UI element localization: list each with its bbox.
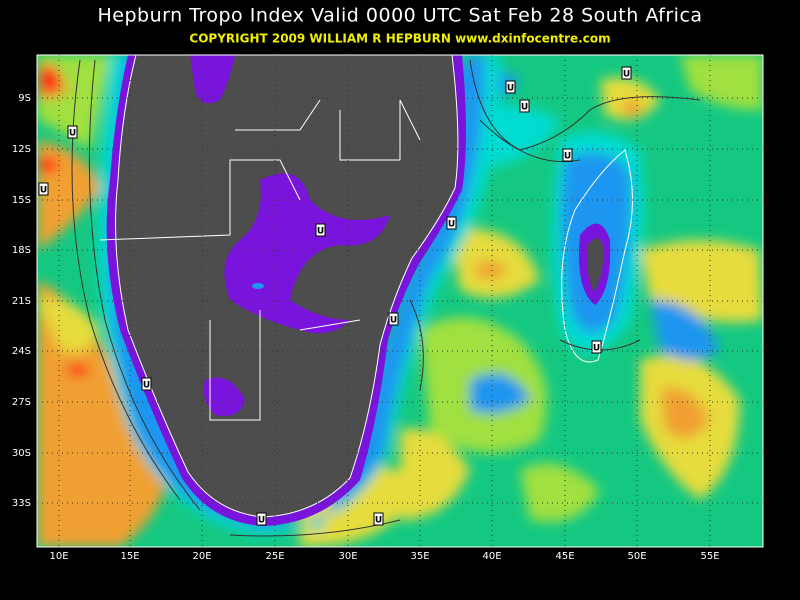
lon-label: 20E [192,551,211,562]
lon-label: 30E [338,551,357,562]
marker-box [562,148,573,162]
marker-box [446,216,457,230]
axes: 9S 12S 15S 18S 21S 24S 27S 30S 33S 10E 15E 20E 25E 30… [12,93,720,562]
marker: U [623,70,630,80]
marker-box [141,377,152,391]
lat-label: 18S [12,245,31,256]
lon-label: 10E [49,551,68,562]
marker: U [448,220,455,230]
map-frame [36,54,764,548]
lon-label: 55E [700,551,719,562]
copyright: COPYRIGHT 2009 WILLIAM R HEPBURN www.dxi… [189,32,610,46]
marker: U [143,381,150,391]
marker: U [258,516,265,526]
marker-box [67,125,78,139]
marker-box [373,512,384,526]
marker: U [317,227,324,237]
marker: U [390,316,397,326]
lat-label: 12S [12,144,31,155]
marker-box [256,512,267,526]
marker-box [591,340,602,354]
lat-label: 21S [12,296,31,307]
marker: U [593,344,600,354]
graticule [37,55,763,547]
title: Hepburn Tropo Index Valid 0000 UTC Sat F… [97,5,702,27]
marker-box [505,80,516,94]
marker-box [519,99,530,113]
marker: U [564,152,571,162]
marker: U [375,516,382,526]
lat-label: 30S [12,448,31,459]
marker: U [507,84,514,94]
lat-label: 15S [12,195,31,206]
marker: U [521,103,528,113]
marker-box [38,182,49,196]
lon-label: 15E [120,551,139,562]
marker-box [621,66,632,80]
lat-label: 27S [12,397,31,408]
marker-box [315,223,326,237]
lon-label: 45E [555,551,574,562]
lon-label: 25E [265,551,284,562]
marker: U [40,186,47,196]
lon-label: 50E [627,551,646,562]
lat-label: 24S [12,346,31,357]
lat-label: 9S [18,93,31,104]
lat-label: 33S [12,498,31,509]
marker: U [69,129,76,139]
marker-box [388,312,399,326]
lon-label: 35E [410,551,429,562]
lon-label: 40E [482,551,501,562]
